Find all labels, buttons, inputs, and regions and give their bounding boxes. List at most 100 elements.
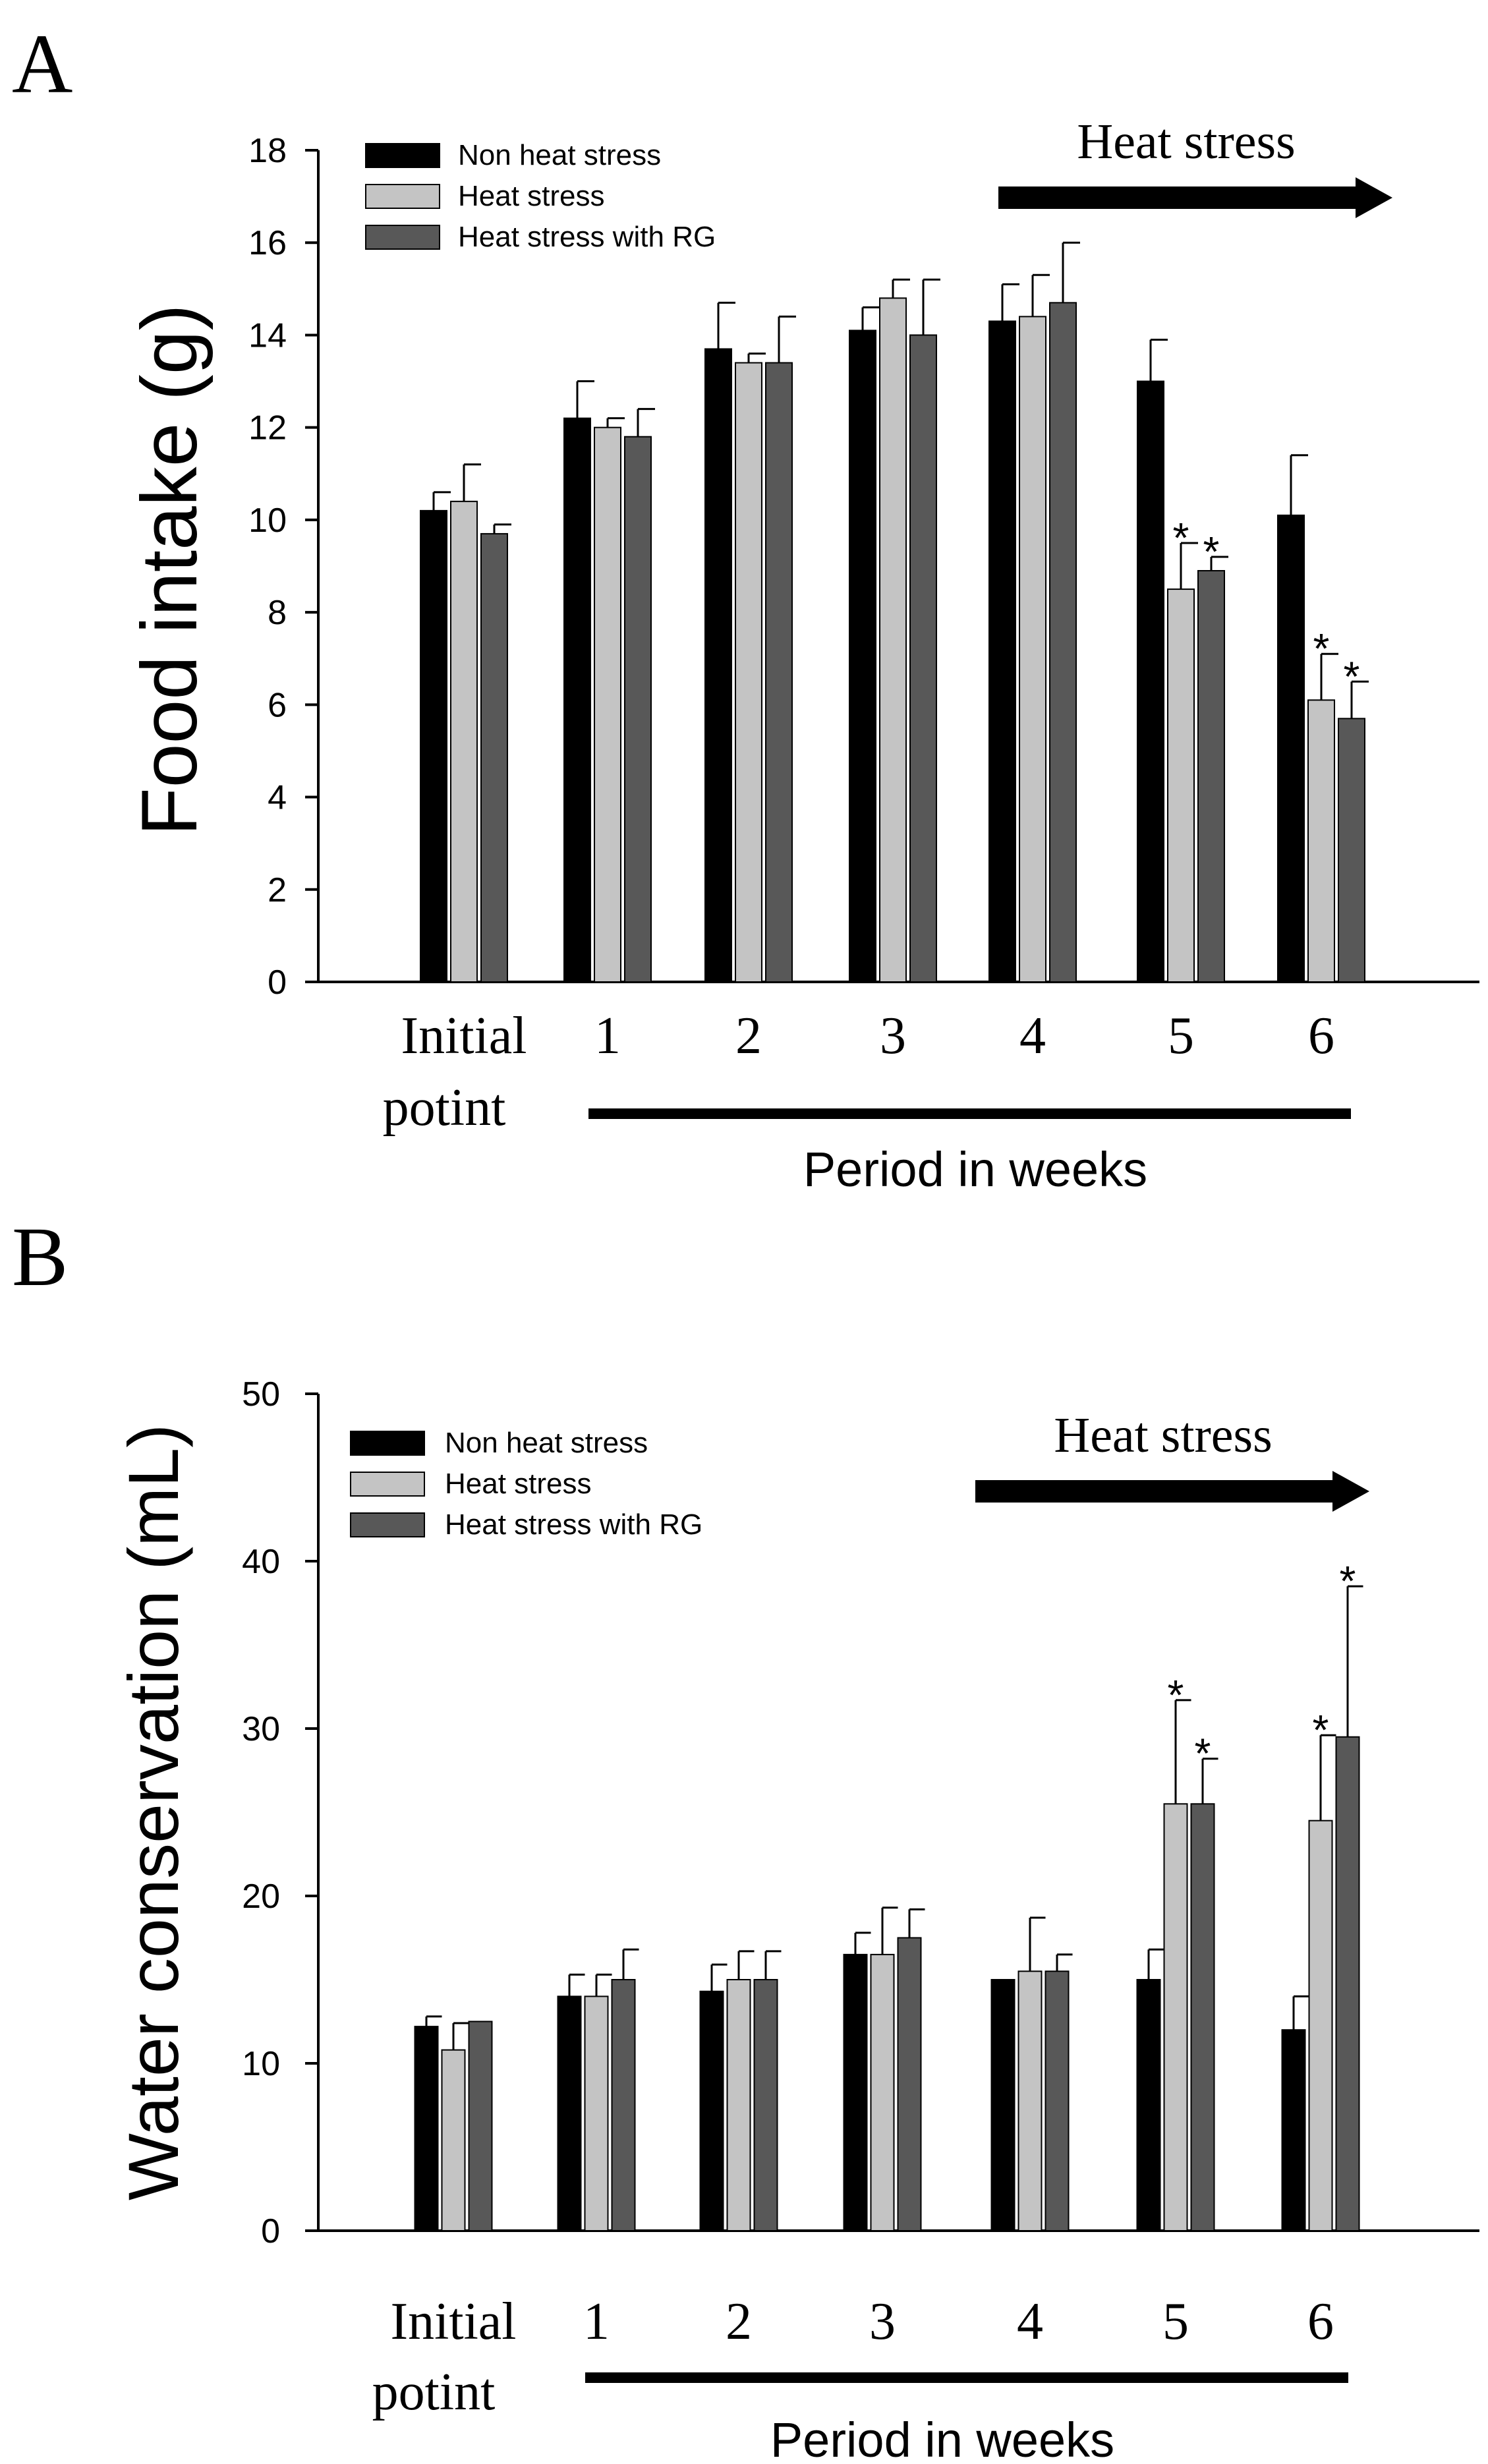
panel-a-legend-label-non-heat-stress: Non heat stress: [458, 139, 661, 171]
panel-a-x-tick-label-line1: Initial: [401, 1007, 527, 1065]
panel-a-significance-star: *: [1344, 652, 1360, 700]
panel-a-period-underline: [588, 1108, 1351, 1119]
panel-b-heat-stress-annotation: Heat stress: [1054, 1408, 1272, 1463]
panel-b-legend-swatch-heat-stress: [350, 1472, 425, 1497]
panel-a-bar-heat-stress-rg: [1049, 302, 1077, 983]
panel-a-bar-heat-stress: [1019, 316, 1046, 983]
panel-b-significance-star: *: [1168, 1671, 1184, 1719]
panel-a-bar-heat-stress-rg: [909, 334, 937, 983]
panel-b-bar-heat-stress-rg: [1044, 1970, 1070, 2232]
panel-b-x-tick-label: 2: [726, 2293, 752, 2351]
panel-a-bar-non-heat-stress: [849, 329, 876, 983]
panel-b-bar-heat-stress: [726, 1979, 751, 2231]
panel-a-bar-heat-stress: [594, 426, 621, 983]
panel-b-x-tick-label: 3: [869, 2293, 896, 2351]
panel-a-bar-heat-stress-rg: [765, 362, 793, 983]
panel-a-legend-swatch-heat-stress-rg: [365, 225, 440, 250]
panel-b-legend-label-heat-stress: Heat stress: [445, 1468, 592, 1500]
panel-a-y-tick-label: 10: [248, 501, 287, 540]
panel-b-x-axis-title: Period in weeks: [770, 2413, 1114, 2464]
panel-a-y-tick-label: 12: [248, 409, 287, 447]
panel-b-legend-label-heat-stress-rg: Heat stress with RG: [445, 1508, 702, 1541]
panel-a-x-tick-label: 3: [880, 1007, 906, 1065]
panel-a-x-tick-label: 4: [1019, 1007, 1046, 1065]
panel-b-bar-heat-stress: [870, 1953, 895, 2231]
panel-b-y-tick-label: 30: [242, 1710, 280, 1748]
panel-b-bar-non-heat-stress: [699, 1990, 724, 2232]
panel-a-x-axis-title: Period in weeks: [803, 1142, 1147, 1197]
panel-a-x-tick-label-line2: potint: [383, 1079, 506, 1137]
panel-b-bar-non-heat-stress: [1136, 1979, 1161, 2231]
panel-a-legend-swatch-heat-stress: [365, 184, 440, 209]
panel-a-heat-stress-annotation: Heat stress: [1077, 114, 1295, 169]
panel-a-bar-heat-stress: [1167, 588, 1195, 983]
panel-b-bar-heat-stress: [1163, 1803, 1188, 2232]
panel-b-legend-swatch-heat-stress-rg: [350, 1512, 425, 1537]
panel-b-bar-heat-stress-rg: [1335, 1736, 1360, 2231]
panel-b-bar-non-heat-stress: [1281, 2029, 1306, 2231]
panel-a-y-tick-label: 8: [268, 594, 287, 632]
panel-b-bar-heat-stress: [1308, 1819, 1333, 2231]
panel-b-period-underline: [585, 2372, 1348, 2383]
panel-a-bar-non-heat-stress: [1277, 514, 1305, 983]
panel-a-x-tick-label: 2: [735, 1007, 762, 1065]
panel-b-bar-heat-stress: [1017, 1970, 1043, 2232]
panel-a-bar-heat-stress-rg: [480, 532, 508, 983]
panel-a-bar-non-heat-stress: [704, 348, 732, 983]
panel-b-bar-heat-stress-rg: [897, 1937, 922, 2231]
panel-b-x-tick-label: 4: [1017, 2293, 1043, 2351]
panel-b-y-tick-label: 10: [242, 2045, 280, 2083]
panel-a-bar-heat-stress: [1307, 699, 1335, 983]
panel-b-bar-non-heat-stress: [843, 1953, 868, 2231]
panel-b-y-axis-title: Water conservation (mL): [113, 1424, 193, 2200]
panel-b-bar-heat-stress-rg: [611, 1979, 636, 2231]
panel-b-bar-non-heat-stress: [557, 1995, 582, 2231]
panel-b-heat-stress-arrow: [975, 1471, 1369, 1512]
panel-b-significance-star: *: [1340, 1557, 1356, 1605]
panel-b-x-tick-label-line2: potint: [372, 2363, 496, 2421]
panel-b-y-tick-label: 20: [242, 1877, 280, 1916]
panel-b-bar-non-heat-stress: [414, 2026, 439, 2232]
panel-a-bar-non-heat-stress: [988, 320, 1016, 983]
panel-b-x-tick-label: 1: [583, 2293, 610, 2351]
panel-a-bar-non-heat-stress: [420, 509, 447, 983]
panel-a-bar-heat-stress-rg: [1338, 718, 1365, 983]
panel-a-significance-star: *: [1313, 625, 1330, 672]
panel-b-bar-heat-stress-rg: [1190, 1803, 1215, 2232]
panel-b-x-tick-label-line1: Initial: [390, 2293, 516, 2351]
panel-a-y-tick-label: 0: [268, 963, 287, 1002]
panel-b-y-tick-label: 50: [242, 1375, 280, 1414]
panel-a-bar-heat-stress: [735, 362, 762, 983]
panel-a-x-tick-label: 6: [1308, 1007, 1334, 1065]
panel-a-y-tick-label: 14: [248, 316, 287, 355]
panel-a-significance-star: *: [1203, 528, 1220, 575]
panel-a-bar-non-heat-stress: [563, 417, 591, 983]
panel-a-y-tick-label: 6: [268, 686, 287, 724]
panel-a-y-tick-label: 4: [268, 779, 287, 817]
panel-b-y-tick-label: 0: [261, 2212, 280, 2250]
panel-a-y-tick-label: 16: [248, 224, 287, 262]
panel-a-heat-stress-arrow: [998, 177, 1392, 218]
panel-b-x-tick-label: 5: [1162, 2293, 1189, 2351]
panel-a-legend-label-heat-stress: Heat stress: [458, 180, 605, 212]
panel-b-bar-non-heat-stress: [990, 1979, 1016, 2231]
panel-a-bar-heat-stress: [450, 500, 478, 983]
panel-a-bar-heat-stress-rg: [624, 436, 652, 983]
panel-b-x-tick-label: 6: [1307, 2293, 1334, 2351]
panel-a-legend-label-heat-stress-rg: Heat stress with RG: [458, 221, 716, 253]
panel-b-legend-label-non-heat-stress: Non heat stress: [445, 1427, 648, 1459]
panel-a-bar-heat-stress-rg: [1197, 570, 1225, 983]
panel-a-legend-swatch-non-heat-stress: [365, 143, 440, 168]
panel-b-bar-heat-stress: [441, 2049, 466, 2231]
panel-a-bar-heat-stress: [879, 297, 907, 983]
panel-a-x-tick-label: 5: [1168, 1007, 1194, 1065]
panel-a-y-axis-title: Food intake (g): [125, 304, 214, 836]
panel-a-bar-non-heat-stress: [1137, 380, 1164, 983]
panel-b-bar-heat-stress: [584, 1995, 609, 2231]
panel-b-y-tick-label: 40: [242, 1543, 280, 1581]
panel-b-bar-heat-stress-rg: [753, 1979, 778, 2231]
panel-b-significance-star: *: [1313, 1706, 1329, 1754]
panel-b-legend-swatch-non-heat-stress: [350, 1431, 425, 1456]
panel-b-label: B: [12, 1210, 68, 1304]
